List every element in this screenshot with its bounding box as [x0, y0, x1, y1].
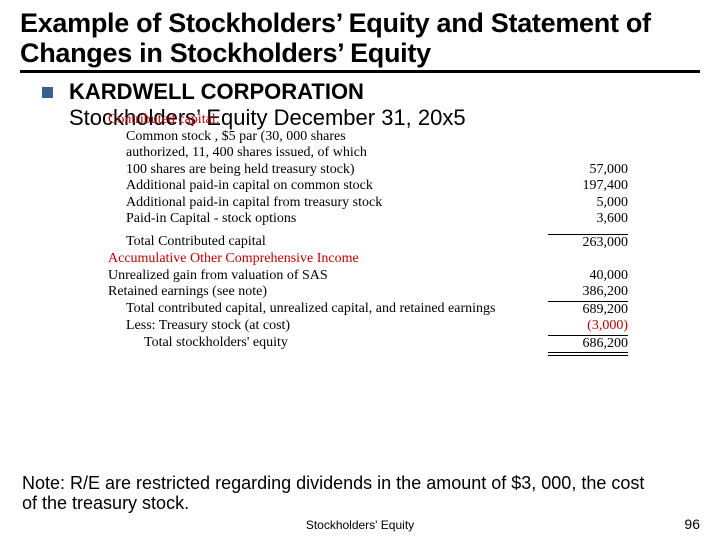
line-item: authorized, 11, 400 shares issued, of wh… — [108, 145, 628, 162]
line-value-negative: (3,000) — [548, 318, 628, 335]
page-number: 96 — [684, 516, 700, 532]
total-value: 686,200 — [548, 335, 628, 353]
line-item: 100 shares are being held treasury stock… — [108, 162, 548, 179]
line-value: 386,200 — [548, 284, 628, 301]
section-header: Contributed capital: — [108, 112, 628, 129]
subtotal-label: Total Contributed capital — [108, 234, 548, 252]
footnote: Note: R/E are restricted regarding divid… — [22, 473, 650, 514]
line-value: 3,600 — [548, 211, 628, 228]
line-item: Retained earnings (see note) — [108, 284, 548, 301]
subtotal-value: 263,000 — [548, 234, 628, 252]
line-item: Common stock , $5 par (30, 000 shares — [108, 129, 628, 146]
line-item: Paid-in Capital - stock options — [108, 211, 548, 228]
subtotal-label: Total contributed capital, unrealized ca… — [108, 301, 548, 319]
equity-table: Contributed capital: Common stock , $5 p… — [108, 112, 628, 370]
section-header: Accumulative Other Comprehensive Income — [108, 251, 628, 268]
line-item: Additional paid-in capital from treasury… — [108, 195, 548, 212]
double-rule — [548, 352, 628, 370]
line-value: 40,000 — [548, 268, 628, 285]
line-value: 5,000 — [548, 195, 628, 212]
subtotal-value: 689,200 — [548, 301, 628, 319]
footer-label: Stockholders' Equity — [0, 518, 720, 532]
slide-title: Example of Stockholders’ Equity and Stat… — [20, 8, 700, 73]
slide: Example of Stockholders’ Equity and Stat… — [0, 0, 720, 540]
line-item: Less: Treasury stock (at cost) — [108, 318, 548, 335]
line-value: 197,400 — [548, 178, 628, 195]
square-bullet-icon — [42, 87, 53, 98]
line-item: Unrealized gain from valuation of SAS — [108, 268, 548, 285]
total-label: Total stockholders' equity — [108, 335, 548, 353]
line-item: Additional paid-in capital on common sto… — [108, 178, 548, 195]
company-name: KARDWELL CORPORATION — [69, 79, 466, 104]
line-value: 57,000 — [548, 162, 628, 179]
